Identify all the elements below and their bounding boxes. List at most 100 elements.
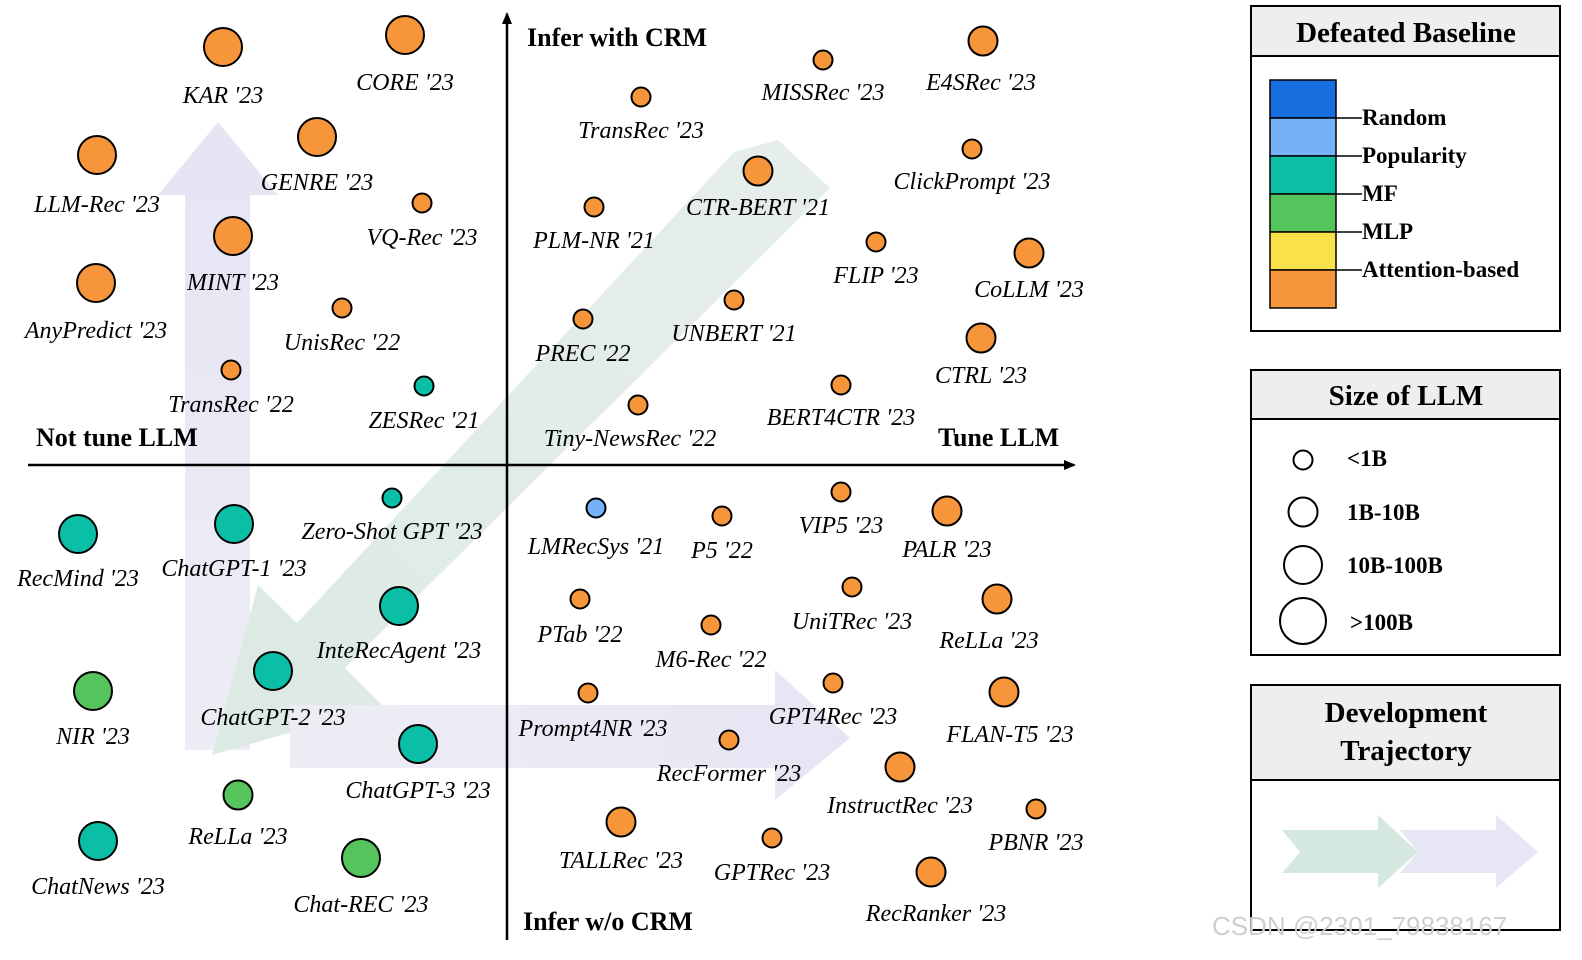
model-label: MISSRec '23 — [760, 80, 884, 106]
size-label-gt100b: >100B — [1350, 610, 1413, 635]
model-bubble — [341, 838, 381, 878]
model-label: InstructRec '23 — [826, 793, 973, 819]
model-unisrec-22: UnisRec '22 — [284, 297, 400, 356]
model-flan-t5-23: FLAN-T5 '23 — [945, 676, 1074, 748]
model-bubble — [572, 308, 594, 330]
model-tiny-newsrec-22: Tiny-NewsRec '22 — [544, 394, 716, 452]
model-bubble — [220, 359, 242, 381]
size-label-1b-10b: 1B-10B — [1347, 500, 1420, 525]
size-label-lt1b: <1B — [1347, 446, 1387, 471]
legend-trajectory-title-line2: Trajectory — [1340, 735, 1472, 767]
model-bubble — [981, 583, 1013, 615]
model-anypredict-23: AnyPredict '23 — [23, 263, 167, 344]
legend-defeated-baseline: Defeated Baseline Random Popularity MF M… — [1250, 5, 1561, 332]
model-label: MINT '23 — [186, 270, 279, 296]
model-mint-23: MINT '23 — [186, 216, 279, 296]
legend-size-of-llm: Size of LLM <1B 1B-10B 10B-100B >100B — [1250, 369, 1561, 656]
model-label: TransRec '23 — [578, 118, 704, 144]
model-label: ChatGPT-1 '23 — [161, 556, 306, 582]
legend-label-popularity: Popularity — [1362, 143, 1467, 168]
model-m6-rec-22: M6-Rec '22 — [654, 614, 767, 673]
watermark: CSDN @2301_79838167 — [1212, 911, 1507, 941]
model-label: CoLLM '23 — [974, 277, 1084, 303]
model-bubble — [700, 614, 722, 636]
model-bubble — [961, 138, 983, 160]
model-bubble — [723, 289, 745, 311]
size-marker-1b-10b — [1287, 496, 1319, 528]
legend-label-mf: MF — [1362, 181, 1398, 206]
model-bubble — [718, 729, 740, 751]
model-label: KAR '23 — [182, 83, 263, 109]
size-marker-lt1b — [1292, 449, 1314, 471]
trajectory-legend-arrow-1 — [1282, 815, 1418, 888]
model-bubble — [711, 505, 733, 527]
trajectory-arrow-right — [290, 670, 850, 800]
trajectory-arrow-up — [158, 122, 278, 750]
model-p5-22: P5 '22 — [690, 505, 753, 564]
model-label: ZESRec '21 — [368, 408, 479, 434]
model-bubble — [379, 586, 419, 626]
trajectory-arrow-diagonal — [212, 140, 830, 755]
legend-label-attention: Attention-based — [1362, 257, 1519, 282]
model-transrec-23: TransRec '23 — [578, 86, 704, 144]
model-bubble — [988, 676, 1020, 708]
legend-swatch-extra — [1269, 269, 1337, 309]
model-label: CORE '23 — [356, 70, 454, 96]
model-label: TALLRec '23 — [559, 848, 683, 874]
model-label: CTRL '23 — [935, 363, 1027, 389]
model-bubble — [812, 49, 834, 71]
model-kar-23: KAR '23 — [182, 27, 263, 109]
legend-trajectory-title-line1: Development — [1325, 697, 1488, 729]
model-bubble — [742, 155, 774, 187]
model-interecagent-23: InteRecAgent '23 — [316, 586, 481, 664]
model-bubble — [931, 495, 963, 527]
model-label: Tiny-NewsRec '22 — [544, 426, 716, 452]
model-bubble — [381, 487, 403, 509]
model-genre-23: GENRE '23 — [261, 117, 373, 196]
model-label: UniTRec '23 — [792, 609, 912, 635]
model-bubble — [830, 374, 852, 396]
model-bubbles: KAR '23 CORE '23 LLM-Rec '23 GENRE '23 VQ-Re… — [16, 15, 1084, 927]
model-bert4ctr-23: BERT4CTR '23 — [767, 374, 915, 431]
model-label: BERT4CTR '23 — [767, 405, 915, 431]
model-collm-23: CoLLM '23 — [974, 237, 1084, 303]
legend-swatch-popularity — [1269, 117, 1337, 157]
model-bubble — [569, 588, 591, 610]
axis-label-bottom: Infer w/o CRM — [523, 907, 693, 936]
model-label: UNBERT '21 — [671, 321, 796, 347]
model-bubble — [627, 394, 649, 416]
model-prec-22: PREC '22 — [534, 308, 631, 367]
model-bubble — [967, 25, 999, 57]
model-label: FLAN-T5 '23 — [945, 722, 1073, 748]
model-bubble — [583, 196, 605, 218]
size-label-10b-100b: 10B-100B — [1347, 553, 1443, 578]
model-chatgpt-1-23: ChatGPT-1 '23 — [161, 504, 307, 582]
model-label: ChatNews '23 — [31, 874, 165, 900]
legend-size-title: Size of LLM — [1329, 380, 1484, 412]
legend-swatch-random — [1269, 79, 1337, 119]
model-label: LMRecSys '21 — [527, 534, 664, 560]
model-prompt4nr-23: Prompt4NR '23 — [518, 682, 668, 742]
model-recmind-23: RecMind '23 — [16, 514, 139, 592]
model-bubble — [214, 504, 254, 544]
model-label: NIR '23 — [55, 724, 130, 750]
model-label: GPT4Rec '23 — [769, 704, 897, 730]
model-label: Prompt4NR '23 — [518, 716, 668, 742]
model-label: AnyPredict '23 — [23, 318, 167, 344]
model-chatgpt-3-23: ChatGPT-3 '23 — [345, 724, 491, 804]
model-bubble — [915, 856, 947, 888]
size-marker-gt100b — [1279, 597, 1327, 645]
model-label: ChatGPT-3 '23 — [345, 778, 490, 804]
model-label: M6-Rec '22 — [654, 647, 766, 673]
model-nir-23: NIR '23 — [55, 671, 130, 750]
model-label: ReLLa '23 — [938, 628, 1038, 654]
model-label: RecFormer '23 — [656, 761, 801, 787]
model-label: PLM-NR '21 — [532, 228, 655, 254]
model-label: LLM-Rec '23 — [33, 192, 160, 218]
model-label: PBNR '23 — [987, 830, 1083, 856]
model-label: VQ-Rec '23 — [366, 225, 477, 251]
model-bubble — [411, 192, 433, 214]
model-bubble — [78, 821, 118, 861]
model-plm-nr-21: PLM-NR '21 — [532, 196, 655, 254]
model-bubble — [213, 216, 253, 256]
